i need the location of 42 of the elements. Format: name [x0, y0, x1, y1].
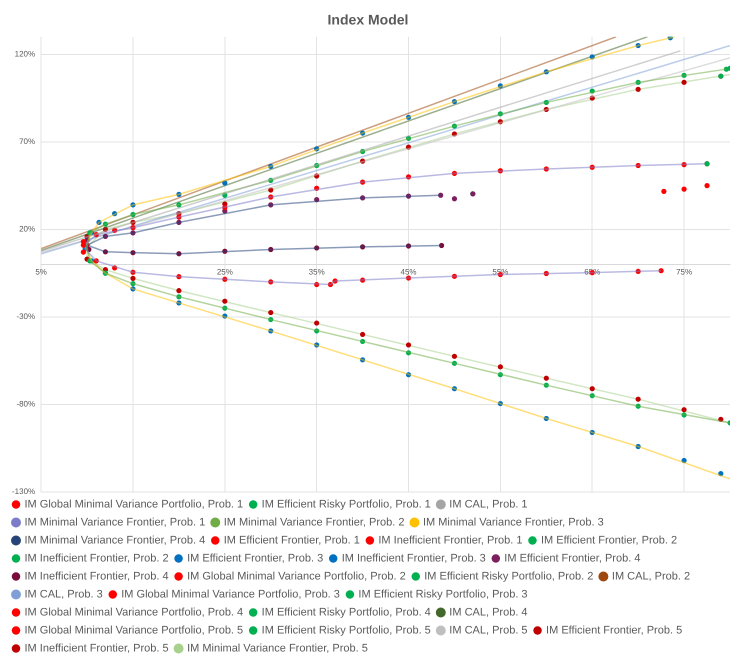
legend-label: IM CAL, Prob. 1 [449, 498, 528, 511]
y-tick-label: 120% [14, 50, 36, 59]
legend-label: IM CAL, Prob. 4 [449, 606, 528, 619]
legend-label: IM Efficient Frontier, Prob. 3 [187, 552, 324, 565]
legend-label: IM Inefficient Frontier, Prob. 1 [378, 534, 522, 547]
legend-label: IM Inefficient Frontier, Prob. 4 [24, 570, 169, 583]
legend-label: IM Global Minimal Variance Portfolio, Prob. 2 [187, 570, 406, 583]
legend-label: IM Inefficient Frontier, Prob. 2 [24, 552, 169, 565]
legend-label: IM Efficient Risky Portfolio, Prob. 2 [424, 570, 594, 583]
legend-label: IM Minimal Variance Frontier, Prob. 1 [24, 516, 206, 529]
y-tick-label: -30% [16, 312, 36, 322]
x-tick-label: 35% [308, 267, 325, 276]
legend-label: IM Global Minimal Variance Portfolio, Prob. 3 [121, 588, 340, 601]
legend-label: IM Efficient Risky Portfolio, Prob. 5 [262, 624, 431, 637]
legend-label: IM Efficient Frontier, Prob. 2 [540, 534, 678, 547]
x-tick-label: 5% [35, 267, 47, 276]
legend-label: IM Global Minimal Variance Portfolio, Prob. 1 [24, 498, 244, 511]
legend-label: IM Inefficient Frontier, Prob. 3 [342, 552, 486, 565]
legend-label: IM Global Minimal Variance Portfolio, Prob. 5 [24, 624, 244, 637]
y-tick-label: 70% [19, 137, 36, 146]
chart-title: Index Model [328, 11, 408, 28]
legend-label: IM Efficient Risky Portfolio, Prob. 4 [262, 606, 431, 619]
legend-label: IM Minimal Variance Frontier, Prob. 2 [224, 516, 404, 529]
x-tick-label: 75% [676, 267, 692, 276]
legend-label: IM CAL, Prob. 5 [449, 624, 528, 637]
legend-label: IM Efficient Risky Portfolio, Prob. 1 [262, 498, 431, 511]
legend-label: IM Efficient Risky Portfolio, Prob. 3 [358, 588, 528, 601]
legend-label: IM Inefficient Frontier, Prob. 5 [24, 642, 169, 655]
y-tick-label: 20% [19, 224, 36, 234]
y-tick-label: -80% [16, 400, 36, 409]
legend-label: IM Minimal Variance Frontier, Prob. 5 [187, 642, 368, 655]
x-tick-label: 25% [216, 267, 233, 276]
legend-label: IM Global Minimal Variance Portfolio, Prob. 4 [24, 606, 244, 619]
legend-label: IM Minimal Variance Frontier, Prob. 3 [422, 516, 604, 529]
x-tick-label: 45% [400, 267, 417, 276]
legend-label: IM Efficient Frontier, Prob. 4 [504, 552, 640, 565]
legend-label: IM Minimal Variance Frontier, Prob. 4 [24, 534, 206, 547]
legend-label: IM Efficient Frontier, Prob. 1 [224, 534, 360, 547]
legend-label: IM CAL, Prob. 2 [612, 570, 690, 583]
legend-label: IM CAL, Prob. 3 [24, 588, 103, 601]
legend-label: IM Efficient Frontier, Prob. 5 [546, 624, 682, 637]
y-tick-label: -130% [12, 487, 36, 496]
